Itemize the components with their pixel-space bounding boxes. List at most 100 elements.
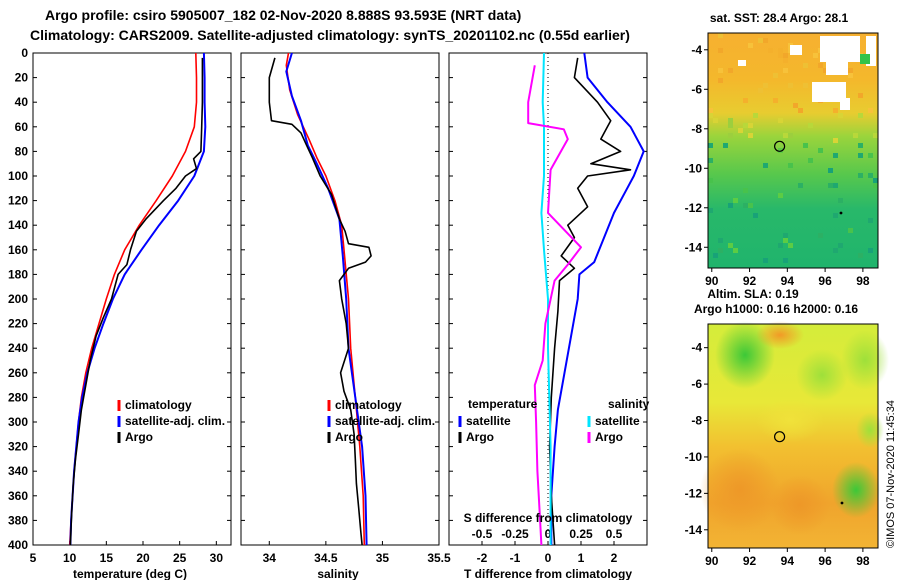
missing-patch xyxy=(790,45,802,55)
depth-axis: 0 20 40 60 80 100 120 140 160 180 200 220 240 260 280 3… xyxy=(8,46,231,552)
sst-texture-pixel xyxy=(758,88,763,93)
sla-blob xyxy=(832,462,880,518)
depth-tick-label: 360 xyxy=(8,489,28,503)
sst-texture-pixel xyxy=(873,178,878,183)
x-tick-label: 1 xyxy=(578,551,585,565)
sst-texture-pixel xyxy=(708,158,713,163)
depth-tick-label: 200 xyxy=(8,292,28,306)
sst-texture-pixel xyxy=(743,188,748,193)
imos-timestamp: ©IMOS 07-Nov-2020 11:45:34 xyxy=(885,400,897,548)
depth-tick-label: 220 xyxy=(8,317,28,331)
sst-map: sat. SST: 28.4 Argo: 28.1 -4 -6 -8 -10 -12 -1… xyxy=(685,11,879,288)
sla-map-title-2: Argo h1000: 0.16 h2000: 0.16 xyxy=(694,302,858,316)
sst-texture-pixel xyxy=(743,98,748,103)
depth-tick-label: 240 xyxy=(8,341,28,355)
sla-blob xyxy=(841,330,889,390)
sst-texture-pixel xyxy=(743,203,748,208)
lat-tick-label: -12 xyxy=(685,201,703,215)
sst-texture-pixel xyxy=(763,38,768,43)
salinity-axes xyxy=(240,52,440,546)
sst-texture-pixel xyxy=(753,113,758,118)
sst-texture-pixel xyxy=(708,178,713,183)
sst-texture-pixel xyxy=(833,138,838,143)
sst-texture-pixel xyxy=(728,68,733,73)
sst-texture-pixel xyxy=(748,133,753,138)
sst-texture-pixel xyxy=(788,83,793,88)
sst-texture-pixel xyxy=(763,83,768,88)
sst-texture-pixel xyxy=(818,63,823,68)
sst-texture-pixel xyxy=(783,58,788,63)
lat-tick-label: -4 xyxy=(691,341,702,355)
x-tick-label: 10 xyxy=(63,551,77,565)
sst-missing-data xyxy=(738,36,876,110)
sla-blob xyxy=(756,321,804,349)
series-line-argo xyxy=(268,57,372,546)
sst-texture-pixel xyxy=(783,233,788,238)
legend-temperature-title: temperature xyxy=(468,397,538,411)
missing-patch xyxy=(738,60,746,66)
lon-tick-label: 94 xyxy=(781,274,795,288)
missing-patch xyxy=(820,36,860,75)
lon-tick-label: 90 xyxy=(705,274,719,288)
sst-texture-pixel xyxy=(828,183,833,188)
sst-texture-pixel xyxy=(753,213,758,218)
sst-texture-pixel xyxy=(833,213,838,218)
x-tick-label: 34.5 xyxy=(314,551,338,565)
sst-texture-pixel xyxy=(718,248,723,253)
legend-argo-label: Argo xyxy=(125,430,153,444)
sst-texture-pixel xyxy=(718,78,723,83)
sst-texture-pixel xyxy=(708,143,713,148)
sst-texture-pixel xyxy=(858,253,863,258)
sst-texture-pixel xyxy=(783,68,788,73)
sst-texture-pixel xyxy=(858,153,863,158)
depth-tick-label: 0 xyxy=(21,46,28,60)
series-line-temperature-argo xyxy=(548,57,632,546)
sst-texture-pixel xyxy=(798,183,803,188)
sst-texture-pixel xyxy=(763,258,768,263)
sst-texture-pixel xyxy=(768,48,773,53)
salinity-panel: 34 34.5 35 35.5 salinity climatology satell… xyxy=(240,52,451,580)
sst-lat-axis: -4 -6 -8 -10 -12 -14 xyxy=(685,43,708,254)
legend-climatology-label: climatology xyxy=(335,398,402,412)
legend-s-argo-label: Argo xyxy=(595,430,623,444)
x-tick-label: 35.5 xyxy=(427,551,451,565)
sst-texture-pixel xyxy=(848,73,853,78)
sst-texture-pixel xyxy=(858,93,863,98)
sla-blob xyxy=(856,412,884,448)
sst-map-frame xyxy=(707,32,879,269)
sla-blob xyxy=(756,398,824,442)
s-difference-label: S difference from climatology xyxy=(464,511,633,525)
depth-tick-label: 400 xyxy=(8,538,28,552)
island-dot xyxy=(840,501,844,505)
salinity-legend: climatology satellite-adj. clim. Argo xyxy=(327,398,435,444)
depth-tick-label: 120 xyxy=(8,194,28,208)
sst-texture-pixel xyxy=(873,183,878,188)
depth-tick-label: 100 xyxy=(8,169,28,183)
depth-tick-label: 280 xyxy=(8,390,28,404)
lat-tick-label: -6 xyxy=(691,82,702,96)
sst-texture-pixel xyxy=(728,118,733,123)
sst-texture-pixel xyxy=(838,198,843,203)
lat-tick-label: -14 xyxy=(685,523,703,537)
sst-texture-pixel xyxy=(833,153,838,158)
sst-texture-pixel xyxy=(818,148,823,153)
sst-texture-pixel xyxy=(783,53,788,58)
legend-t-satellite-label: satellite xyxy=(466,414,511,428)
salinity-xlabel: salinity xyxy=(317,567,359,580)
series-line-salinity-argo xyxy=(527,65,582,546)
sla-map-title-1: Altim. SLA: 0.19 xyxy=(707,287,799,301)
lon-tick-label: 94 xyxy=(781,554,795,568)
sst-texture-pixel xyxy=(848,68,853,73)
sst-texture-pixel xyxy=(868,108,873,113)
x-tick-label: 0.25 xyxy=(569,527,593,541)
sst-texture-pixel xyxy=(838,243,843,248)
sst-texture-pixel xyxy=(778,193,783,198)
temperature-panel: 0 20 40 60 80 100 120 140 160 180 200 220 240 260 280 3… xyxy=(8,46,232,580)
sst-texture-pixel xyxy=(708,113,713,118)
title-line-2: Climatology: CARS2009. Satellite-adjuste… xyxy=(30,27,630,43)
sst-texture-pixel xyxy=(803,143,808,148)
sst-texture-pixel xyxy=(773,73,778,78)
x-tick-label: 2 xyxy=(611,551,618,565)
sst-texture-pixel xyxy=(823,68,828,73)
